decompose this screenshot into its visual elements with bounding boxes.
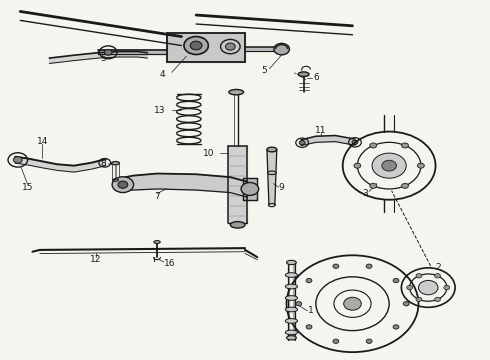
Text: 8: 8 <box>100 159 106 168</box>
Circle shape <box>104 49 112 55</box>
Ellipse shape <box>112 162 120 165</box>
Circle shape <box>296 302 302 306</box>
Circle shape <box>190 41 202 50</box>
Text: 14: 14 <box>37 137 48 146</box>
Ellipse shape <box>229 89 244 95</box>
Circle shape <box>299 140 305 145</box>
Text: 13: 13 <box>154 105 165 114</box>
Circle shape <box>354 163 361 168</box>
Circle shape <box>225 43 235 50</box>
Circle shape <box>370 143 377 148</box>
Circle shape <box>352 140 358 144</box>
Ellipse shape <box>287 260 296 265</box>
Polygon shape <box>167 33 245 62</box>
Circle shape <box>274 43 290 55</box>
Text: 10: 10 <box>202 149 214 158</box>
Polygon shape <box>245 47 284 51</box>
Polygon shape <box>243 178 257 200</box>
Circle shape <box>184 37 208 54</box>
Circle shape <box>370 183 377 188</box>
Ellipse shape <box>285 330 297 335</box>
Circle shape <box>418 280 438 295</box>
Polygon shape <box>98 50 167 54</box>
Circle shape <box>366 264 372 268</box>
Text: 12: 12 <box>90 255 101 264</box>
Circle shape <box>435 274 441 278</box>
Ellipse shape <box>285 307 297 312</box>
Circle shape <box>343 297 361 310</box>
Text: 15: 15 <box>22 183 33 192</box>
Ellipse shape <box>298 72 309 77</box>
Circle shape <box>435 297 441 302</box>
Ellipse shape <box>285 284 297 289</box>
Ellipse shape <box>230 222 245 228</box>
Text: 5: 5 <box>100 54 106 63</box>
Text: 9: 9 <box>279 183 285 192</box>
Circle shape <box>417 163 424 168</box>
Polygon shape <box>49 51 147 63</box>
Circle shape <box>416 274 422 278</box>
Polygon shape <box>267 149 277 205</box>
Circle shape <box>403 302 409 306</box>
Circle shape <box>402 143 409 148</box>
Circle shape <box>407 285 413 290</box>
Text: 3: 3 <box>362 189 368 198</box>
Circle shape <box>13 157 22 163</box>
Text: 1: 1 <box>308 306 314 315</box>
Text: 4: 4 <box>159 70 165 79</box>
Circle shape <box>416 297 422 302</box>
Circle shape <box>444 285 450 290</box>
Circle shape <box>306 278 312 283</box>
Circle shape <box>366 339 372 343</box>
Text: 2: 2 <box>436 264 441 273</box>
Ellipse shape <box>267 147 277 152</box>
Polygon shape <box>301 135 355 145</box>
Circle shape <box>393 278 399 283</box>
Text: 7: 7 <box>154 192 160 201</box>
Text: 6: 6 <box>313 73 318 82</box>
Text: 5: 5 <box>262 66 268 75</box>
Ellipse shape <box>287 336 296 340</box>
Text: 11: 11 <box>315 126 326 135</box>
Ellipse shape <box>285 319 297 323</box>
Polygon shape <box>121 174 247 197</box>
Circle shape <box>333 264 339 268</box>
Text: 16: 16 <box>164 259 175 268</box>
Polygon shape <box>228 146 247 223</box>
Circle shape <box>393 325 399 329</box>
Circle shape <box>382 160 396 171</box>
Ellipse shape <box>285 296 297 300</box>
Circle shape <box>306 325 312 329</box>
Polygon shape <box>15 157 106 172</box>
Ellipse shape <box>285 273 297 277</box>
Ellipse shape <box>268 171 276 175</box>
Circle shape <box>118 181 128 188</box>
Circle shape <box>241 183 259 195</box>
Circle shape <box>402 183 409 188</box>
Circle shape <box>112 177 134 193</box>
Circle shape <box>333 339 339 343</box>
Circle shape <box>372 153 406 178</box>
Ellipse shape <box>154 240 160 243</box>
